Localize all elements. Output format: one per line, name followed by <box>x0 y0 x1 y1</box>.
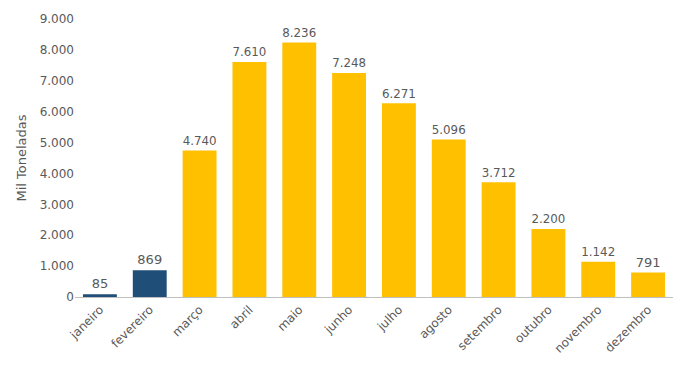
svg-text:junho: junho <box>321 303 355 337</box>
svg-text:Mil Toneladas: Mil Toneladas <box>14 114 29 201</box>
svg-text:1.142: 1.142 <box>581 245 615 259</box>
svg-text:3.000: 3.000 <box>40 198 74 212</box>
svg-text:9.000: 9.000 <box>40 12 74 26</box>
svg-text:novembro: novembro <box>552 303 605 356</box>
svg-text:dezembro: dezembro <box>602 303 654 355</box>
svg-text:abril: abril <box>227 303 256 332</box>
svg-text:janeiro: janeiro <box>67 303 107 343</box>
svg-text:5.000: 5.000 <box>40 136 74 150</box>
svg-text:7.248: 7.248 <box>332 56 366 70</box>
svg-text:setembro: setembro <box>455 303 505 353</box>
svg-text:0: 0 <box>66 290 74 304</box>
svg-text:agosto: agosto <box>416 303 455 342</box>
svg-text:outubro: outubro <box>512 303 555 346</box>
svg-text:3.712: 3.712 <box>482 166 516 180</box>
svg-text:2.200: 2.200 <box>531 212 565 226</box>
svg-text:869: 869 <box>137 252 162 267</box>
svg-text:7.610: 7.610 <box>232 45 266 59</box>
svg-text:2.000: 2.000 <box>40 228 74 242</box>
svg-text:8.000: 8.000 <box>40 43 74 57</box>
svg-text:6.271: 6.271 <box>382 87 416 101</box>
svg-text:791: 791 <box>636 255 661 270</box>
svg-text:1.000: 1.000 <box>40 259 74 273</box>
svg-text:4.740: 4.740 <box>183 134 217 148</box>
svg-text:4.000: 4.000 <box>40 167 74 181</box>
svg-text:7.000: 7.000 <box>40 74 74 88</box>
svg-text:julho: julho <box>374 303 405 334</box>
svg-text:8.236: 8.236 <box>282 26 316 40</box>
svg-text:fevereiro: fevereiro <box>108 303 156 351</box>
svg-text:6.000: 6.000 <box>40 105 74 119</box>
svg-text:maio: maio <box>275 303 306 334</box>
svg-text:5.096: 5.096 <box>432 123 466 137</box>
svg-text:85: 85 <box>92 276 109 291</box>
svg-text:março: março <box>169 303 206 340</box>
